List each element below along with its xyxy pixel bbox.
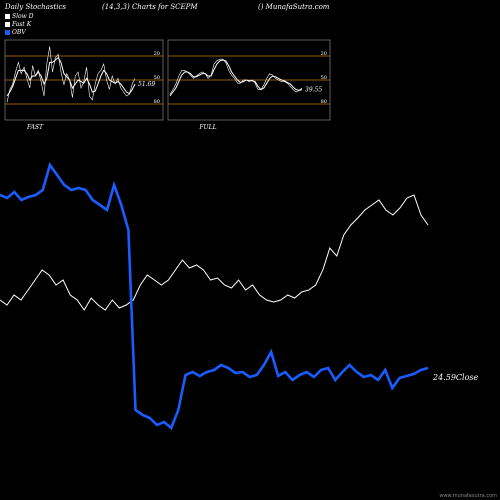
y-tick-label: 80: [154, 99, 160, 105]
last-value-label: 39.55: [305, 87, 322, 94]
chart-header-center: (14,3,3) Charts for SCEPM: [102, 3, 198, 11]
stoch-line-fast-k: [169, 58, 303, 95]
chart-header-left: Daily Stochastics: [5, 3, 67, 11]
legend-swatch-fast-k: [5, 22, 10, 27]
legend-obv: OBV: [5, 29, 26, 36]
legend-label: Slow D: [12, 13, 34, 20]
y-tick-label: 80: [321, 99, 327, 105]
last-value-label: 51.69: [138, 81, 155, 88]
y-tick-label: 20: [321, 51, 327, 57]
y-tick-label: 50: [154, 75, 160, 81]
legend-slow-d: Slow D: [5, 13, 34, 20]
stoch-line-fast-k: [6, 46, 136, 103]
legend-swatch-obv: [5, 30, 10, 35]
stoch-line-slow-d: [6, 56, 136, 97]
legend-fast-k: Fast K: [5, 21, 31, 28]
close-price-line: [0, 194, 429, 311]
panel-title: FULL: [198, 124, 216, 131]
y-tick-label: 50: [321, 75, 327, 81]
legend-swatch-slow-d: [5, 14, 10, 19]
legend-label: OBV: [12, 29, 26, 36]
y-tick-label: 20: [154, 51, 160, 57]
footer-text: www.munafasutra.com: [439, 493, 497, 499]
close-value-label: 24.59Close: [432, 373, 479, 382]
obv-line: [0, 162, 429, 431]
legend-label: Fast K: [12, 21, 32, 28]
stoch-line-slow-d: [169, 59, 303, 97]
chart-header-right: () MunafaSutra.com: [258, 3, 330, 11]
panel-title: FAST: [26, 124, 44, 131]
